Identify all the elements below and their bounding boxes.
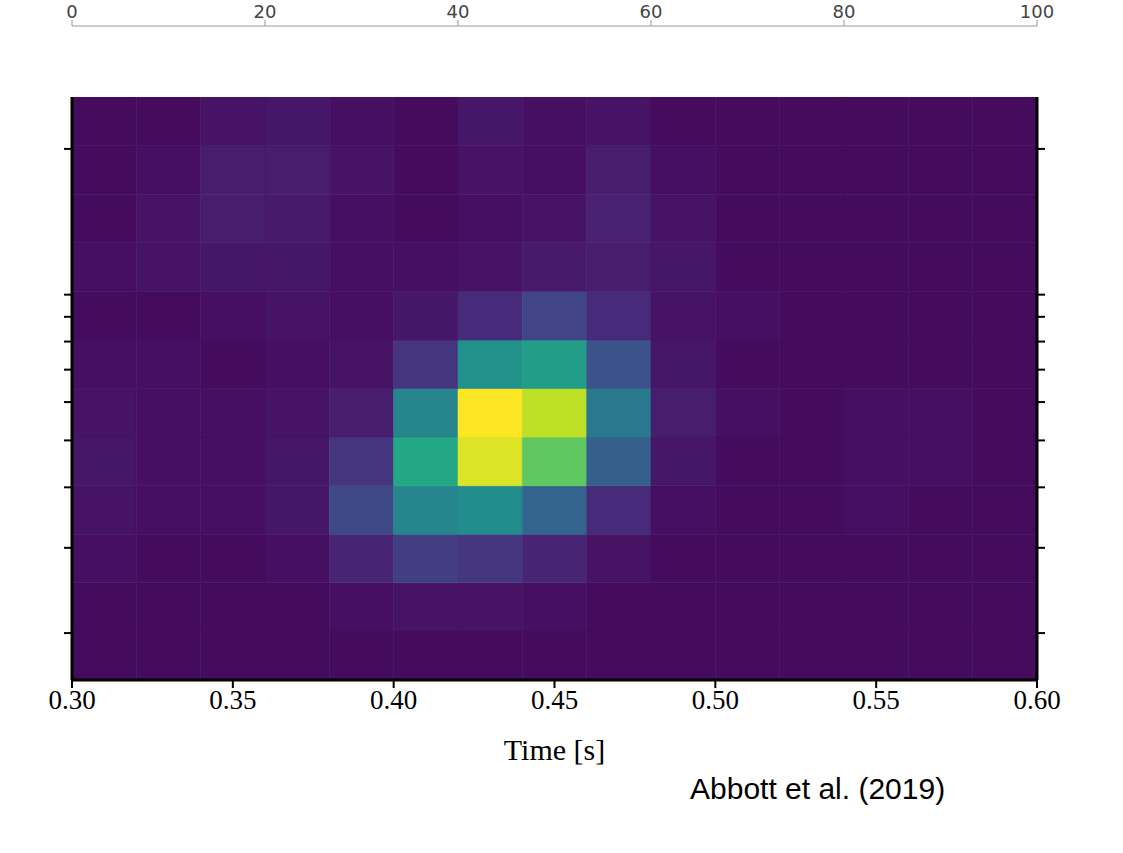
- svg-text:0.35: 0.35: [209, 685, 256, 715]
- svg-text:60: 60: [640, 1, 663, 22]
- svg-text:Time [s]: Time [s]: [504, 733, 605, 766]
- svg-text:100: 100: [1020, 1, 1054, 22]
- svg-text:40: 40: [447, 1, 470, 22]
- svg-text:0.50: 0.50: [692, 685, 739, 715]
- svg-text:20: 20: [254, 1, 277, 22]
- svg-text:0.55: 0.55: [853, 685, 900, 715]
- svg-text:0.45: 0.45: [531, 685, 578, 715]
- svg-text:0.40: 0.40: [370, 685, 417, 715]
- svg-text:0.60: 0.60: [1013, 685, 1060, 715]
- html-text:Abbott et al. (2019): Abbott et al. (2019): [690, 772, 946, 805]
- svg-text:0: 0: [66, 1, 77, 22]
- svg-text:80: 80: [833, 1, 856, 22]
- svg-text:0.30: 0.30: [48, 685, 95, 715]
